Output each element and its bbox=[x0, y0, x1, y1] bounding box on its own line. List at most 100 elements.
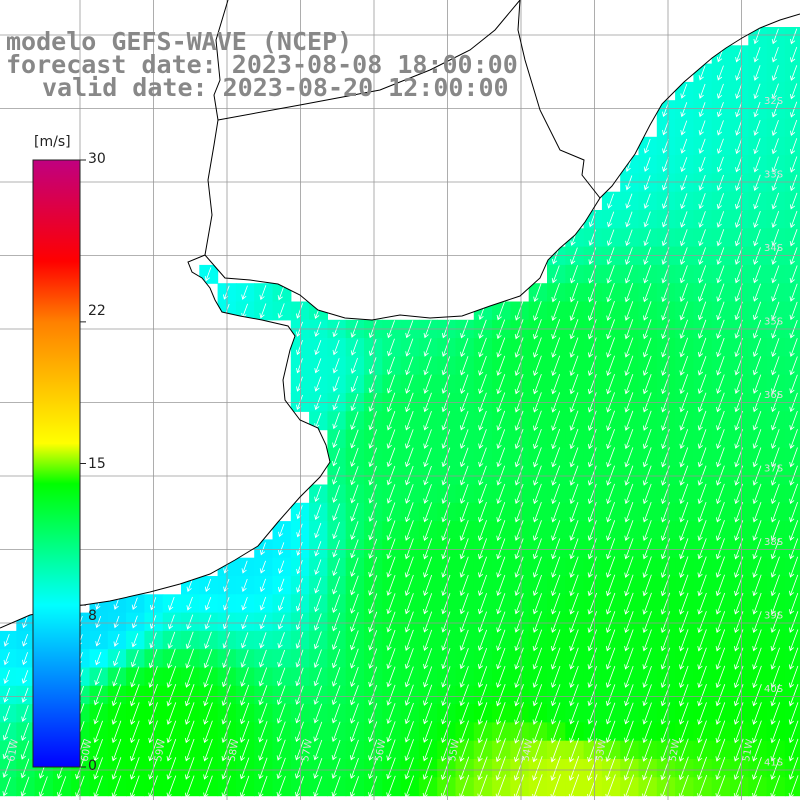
wind-arrow bbox=[533, 447, 542, 468]
wind-arrow bbox=[276, 703, 286, 724]
wind-arrow bbox=[295, 721, 304, 743]
wind-arrow bbox=[697, 374, 707, 395]
wind-arrow bbox=[313, 667, 322, 687]
wind-arrow bbox=[532, 756, 543, 781]
wind-arrow bbox=[349, 776, 359, 798]
wind-arrow bbox=[642, 447, 652, 468]
wind-arrow bbox=[350, 666, 359, 688]
wind-arrow bbox=[642, 702, 652, 725]
wind-arrow bbox=[423, 556, 433, 578]
wind-arrow bbox=[368, 630, 378, 651]
wind-arrow bbox=[661, 538, 671, 560]
wind-arrow bbox=[716, 483, 725, 505]
wind-arrow bbox=[624, 337, 634, 358]
wind-cell bbox=[784, 649, 800, 669]
wind-arrow bbox=[259, 614, 267, 630]
border-line bbox=[217, 0, 521, 121]
wind-arrow bbox=[569, 501, 579, 523]
wind-arrow bbox=[477, 702, 488, 725]
wind-cell bbox=[784, 283, 800, 303]
wind-arrow bbox=[532, 574, 542, 597]
wind-cell bbox=[784, 502, 800, 522]
wind-arrow bbox=[276, 685, 286, 706]
wind-arrow bbox=[441, 702, 451, 725]
wind-arrow bbox=[441, 684, 451, 707]
wind-arrow bbox=[697, 465, 707, 486]
wind-arrow bbox=[459, 447, 469, 468]
wind-arrow bbox=[459, 429, 469, 449]
wind-arrow bbox=[697, 429, 707, 450]
wind-arrow bbox=[514, 465, 524, 486]
wind-arrow bbox=[625, 193, 633, 209]
wind-arrow bbox=[717, 65, 724, 81]
wind-arrow bbox=[643, 301, 652, 321]
wind-arrow bbox=[495, 720, 506, 744]
wind-arrow bbox=[404, 702, 414, 725]
wind-arrow bbox=[478, 410, 487, 431]
wind-arrow bbox=[752, 374, 762, 394]
wind-cell bbox=[784, 173, 800, 193]
wind-arrow bbox=[441, 538, 451, 560]
wind-arrow bbox=[239, 739, 250, 762]
wind-arrow bbox=[569, 538, 579, 560]
longitude-label: 53W bbox=[594, 738, 609, 762]
wind-arrow bbox=[587, 538, 597, 560]
wind-arrow bbox=[405, 502, 414, 523]
wind-arrow bbox=[514, 556, 524, 578]
wind-arrow bbox=[605, 629, 616, 652]
wind-arrow bbox=[276, 776, 286, 798]
wind-cell bbox=[0, 685, 17, 705]
wind-arrow bbox=[771, 265, 780, 284]
wind-arrow bbox=[386, 502, 396, 523]
wind-arrow bbox=[716, 429, 725, 450]
wind-arrow bbox=[423, 484, 432, 504]
wind-arrow bbox=[277, 649, 286, 668]
wind-arrow bbox=[624, 520, 634, 542]
wind-arrow bbox=[624, 611, 634, 634]
wind-arrow bbox=[606, 282, 615, 303]
wind-arrow bbox=[788, 702, 799, 725]
wind-arrow bbox=[441, 429, 451, 449]
wind-arrow bbox=[386, 520, 396, 541]
wind-arrow bbox=[624, 483, 634, 505]
wind-cell bbox=[784, 612, 800, 632]
wind-arrow bbox=[625, 229, 633, 247]
wind-arrow bbox=[605, 738, 616, 763]
wind-arrow bbox=[368, 538, 378, 559]
wind-arrow bbox=[624, 447, 634, 468]
wind-arrow bbox=[790, 83, 798, 100]
wind-arrow bbox=[771, 229, 780, 247]
wind-arrow bbox=[166, 665, 177, 688]
wind-arrow bbox=[716, 174, 724, 191]
wind-arrow bbox=[368, 775, 378, 798]
wind-arrow bbox=[259, 560, 266, 574]
wind-arrow bbox=[752, 338, 762, 358]
wind-arrow bbox=[113, 597, 120, 610]
wind-arrow bbox=[624, 574, 634, 597]
wind-arrow bbox=[698, 301, 707, 321]
wind-arrow bbox=[496, 501, 506, 523]
wind-arrow bbox=[441, 556, 451, 578]
wind-arrow bbox=[441, 410, 451, 431]
wind-arrow bbox=[715, 592, 726, 615]
wind-arrow bbox=[331, 685, 341, 706]
wind-arrow bbox=[752, 520, 762, 541]
wind-arrow bbox=[478, 593, 487, 615]
wind-arrow bbox=[441, 483, 451, 504]
wind-arrow bbox=[111, 684, 122, 707]
wind-arrow bbox=[605, 592, 616, 615]
wind-arrow bbox=[771, 374, 780, 394]
wind-arrow bbox=[789, 301, 798, 321]
wind-arrow bbox=[698, 156, 706, 173]
wind-arrow bbox=[660, 629, 671, 652]
wind-arrow bbox=[550, 774, 561, 800]
wind-arrow bbox=[313, 758, 323, 779]
wind-arrow bbox=[514, 665, 524, 689]
wind-arrow bbox=[771, 210, 780, 228]
wind-arrow bbox=[368, 556, 378, 578]
wind-arrow bbox=[185, 666, 195, 688]
wind-arrow bbox=[477, 738, 488, 763]
wind-arrow bbox=[478, 556, 487, 578]
wind-arrow bbox=[587, 592, 597, 615]
wind-arrow bbox=[3, 687, 11, 703]
